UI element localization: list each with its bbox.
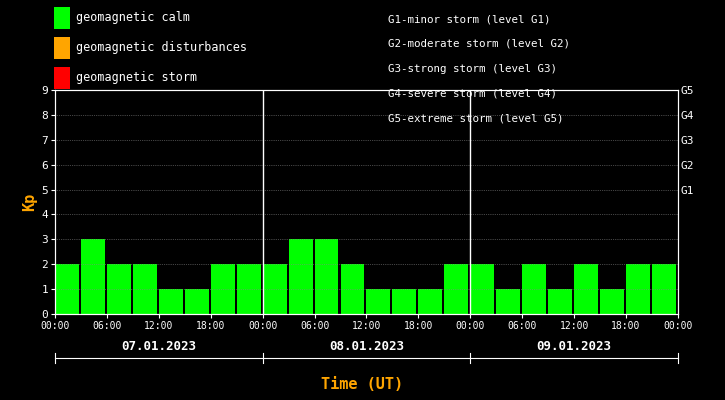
Bar xyxy=(237,264,260,314)
Text: G4-severe storm (level G4): G4-severe storm (level G4) xyxy=(388,88,557,98)
Bar xyxy=(185,289,209,314)
Bar xyxy=(289,239,312,314)
Bar xyxy=(315,239,339,314)
Text: G1-minor storm (level G1): G1-minor storm (level G1) xyxy=(388,14,550,24)
Bar xyxy=(211,264,235,314)
Bar xyxy=(262,264,286,314)
Bar xyxy=(522,264,546,314)
Bar xyxy=(159,289,183,314)
Bar xyxy=(548,289,572,314)
Y-axis label: Kp: Kp xyxy=(22,193,37,211)
Text: 09.01.2023: 09.01.2023 xyxy=(536,340,612,352)
Bar xyxy=(81,239,105,314)
Bar xyxy=(444,264,468,314)
Bar xyxy=(600,289,624,314)
Text: G5-extreme storm (level G5): G5-extreme storm (level G5) xyxy=(388,113,563,123)
Bar xyxy=(418,289,442,314)
Bar xyxy=(471,264,494,314)
Text: geomagnetic disturbances: geomagnetic disturbances xyxy=(76,42,247,54)
Bar xyxy=(55,264,79,314)
Bar xyxy=(392,289,416,314)
Bar xyxy=(652,264,676,314)
Bar xyxy=(366,289,390,314)
Bar xyxy=(341,264,365,314)
Text: G3-strong storm (level G3): G3-strong storm (level G3) xyxy=(388,64,557,74)
Text: 08.01.2023: 08.01.2023 xyxy=(329,340,404,352)
Text: geomagnetic storm: geomagnetic storm xyxy=(76,72,197,84)
Bar xyxy=(133,264,157,314)
Text: Time (UT): Time (UT) xyxy=(321,377,404,392)
Text: 07.01.2023: 07.01.2023 xyxy=(121,340,196,352)
Bar xyxy=(496,289,520,314)
Bar xyxy=(574,264,598,314)
Bar xyxy=(626,264,650,314)
Text: G2-moderate storm (level G2): G2-moderate storm (level G2) xyxy=(388,39,570,49)
Bar xyxy=(107,264,131,314)
Text: geomagnetic calm: geomagnetic calm xyxy=(76,12,190,24)
